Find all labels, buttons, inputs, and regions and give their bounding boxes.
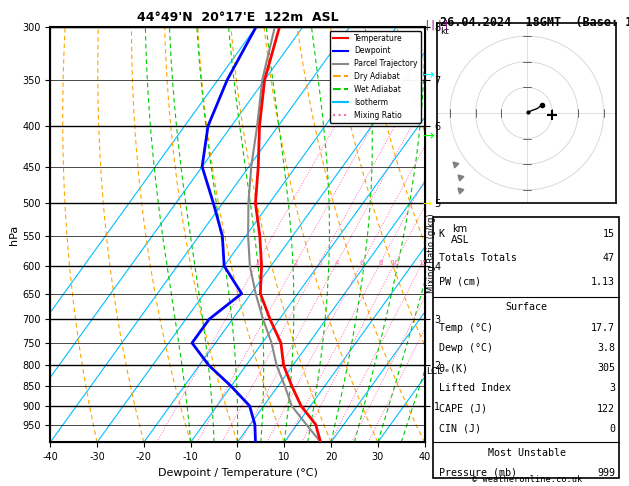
Text: 15: 15 (603, 229, 615, 239)
Text: 3: 3 (609, 383, 615, 393)
Text: 15: 15 (418, 260, 426, 266)
X-axis label: Dewpoint / Temperature (°C): Dewpoint / Temperature (°C) (157, 468, 318, 478)
Text: 10: 10 (391, 260, 399, 266)
Text: PW (cm): PW (cm) (438, 277, 481, 287)
Text: © weatheronline.co.uk: © weatheronline.co.uk (472, 475, 582, 484)
Text: →: → (422, 129, 433, 143)
Text: 8: 8 (378, 260, 382, 266)
Text: 3.8: 3.8 (597, 343, 615, 353)
Text: 3: 3 (317, 260, 321, 266)
Text: θₑ(K): θₑ(K) (438, 363, 469, 373)
Text: 0: 0 (609, 424, 615, 434)
Text: kt: kt (440, 27, 448, 35)
Text: LCL: LCL (426, 367, 443, 376)
Text: Totals Totals: Totals Totals (438, 253, 516, 263)
Y-axis label: hPa: hPa (9, 225, 19, 244)
Text: ||||: |||| (423, 19, 450, 30)
Text: 2: 2 (294, 260, 298, 266)
Text: 26.04.2024  18GMT  (Base: 12): 26.04.2024 18GMT (Base: 12) (440, 16, 629, 29)
Text: 17.7: 17.7 (591, 323, 615, 332)
Text: 999: 999 (597, 468, 615, 478)
Text: 6: 6 (360, 260, 364, 266)
Text: Most Unstable: Most Unstable (487, 448, 566, 457)
Text: Lifted Index: Lifted Index (438, 383, 511, 393)
Text: CIN (J): CIN (J) (438, 424, 481, 434)
Text: 1.13: 1.13 (591, 277, 615, 287)
Text: →: → (422, 69, 433, 82)
Y-axis label: km
ASL: km ASL (451, 224, 469, 245)
Text: Surface: Surface (506, 302, 548, 312)
Text: 47: 47 (603, 253, 615, 263)
Text: →: → (422, 199, 431, 209)
Text: 4: 4 (335, 260, 339, 266)
Text: CAPE (J): CAPE (J) (438, 403, 487, 414)
Text: 122: 122 (597, 403, 615, 414)
Text: 1: 1 (255, 260, 260, 266)
Text: Dewp (°C): Dewp (°C) (438, 343, 493, 353)
Text: Mixing Ratio (g/kg): Mixing Ratio (g/kg) (427, 213, 436, 293)
Text: Pressure (mb): Pressure (mb) (438, 468, 516, 478)
Text: 305: 305 (597, 363, 615, 373)
Text: Temp (°C): Temp (°C) (438, 323, 493, 332)
Title: 44°49'N  20°17'E  122m  ASL: 44°49'N 20°17'E 122m ASL (136, 11, 338, 24)
Legend: Temperature, Dewpoint, Parcel Trajectory, Dry Adiabat, Wet Adiabat, Isotherm, Mi: Temperature, Dewpoint, Parcel Trajectory… (330, 31, 421, 122)
Text: K: K (438, 229, 445, 239)
